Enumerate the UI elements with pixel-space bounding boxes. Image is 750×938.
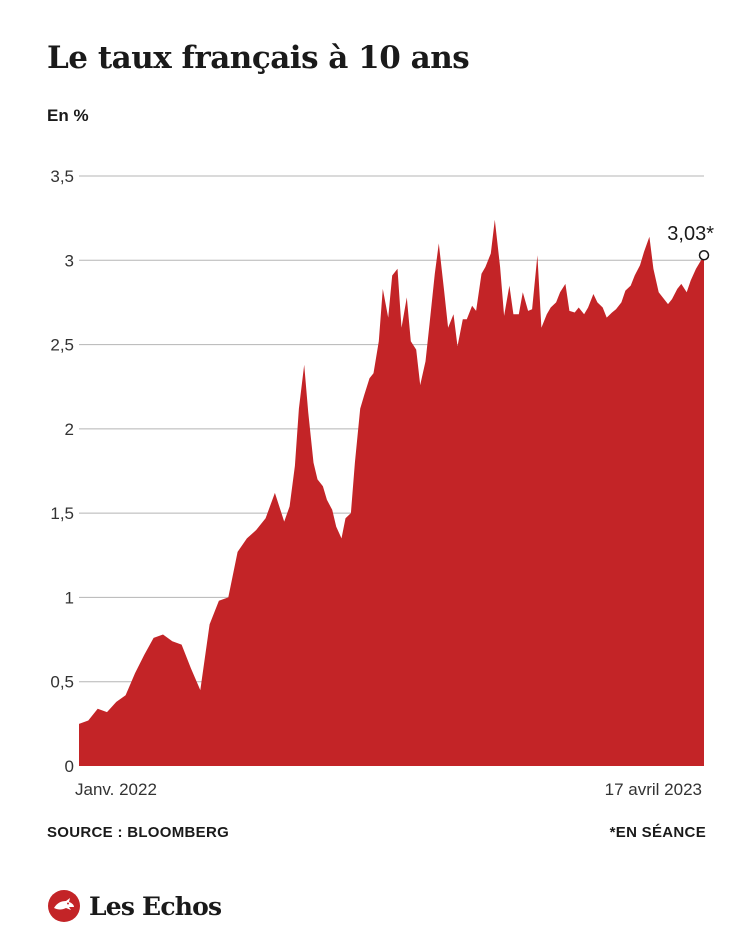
y-tick-label: 2,5 xyxy=(50,336,74,355)
last-value-marker: 3,03* xyxy=(667,223,714,261)
unit-label: En % xyxy=(47,106,89,125)
last-value-label: 3,03* xyxy=(667,223,714,245)
last-value-point xyxy=(698,249,710,261)
source-note: SOURCE : BLOOMBERG xyxy=(47,824,230,841)
y-tick-label: 0 xyxy=(65,757,74,776)
rate-area xyxy=(79,219,704,767)
y-tick-label: 2 xyxy=(65,420,74,439)
y-tick-label: 0,5 xyxy=(50,673,74,692)
chart-title: Le taux français à 10 ans xyxy=(47,40,470,76)
x-axis-labels: Janv. 2022 17 avril 2023 xyxy=(75,780,702,799)
y-tick-label: 1,5 xyxy=(50,504,74,523)
les-echos-logo-icon xyxy=(48,890,80,922)
brand-name: Les Echos xyxy=(89,891,222,921)
brand-logo: Les Echos xyxy=(47,886,222,926)
chart-area: 0 0,5 1 1,5 2 2,5 3 3,5 Janv. 2022 17 avril 202… xyxy=(50,167,714,799)
y-axis-labels: 0 0,5 1 1,5 2 2,5 3 3,5 xyxy=(50,167,74,776)
x-tick-label-end: 17 avril 2023 xyxy=(605,780,702,799)
y-tick-label: 3,5 xyxy=(50,167,74,186)
area-series xyxy=(79,219,704,767)
footnote: *EN SÉANCE xyxy=(609,824,706,841)
x-tick-label-start: Janv. 2022 xyxy=(75,780,157,799)
y-tick-label: 3 xyxy=(65,251,74,270)
y-tick-label: 1 xyxy=(65,588,74,607)
